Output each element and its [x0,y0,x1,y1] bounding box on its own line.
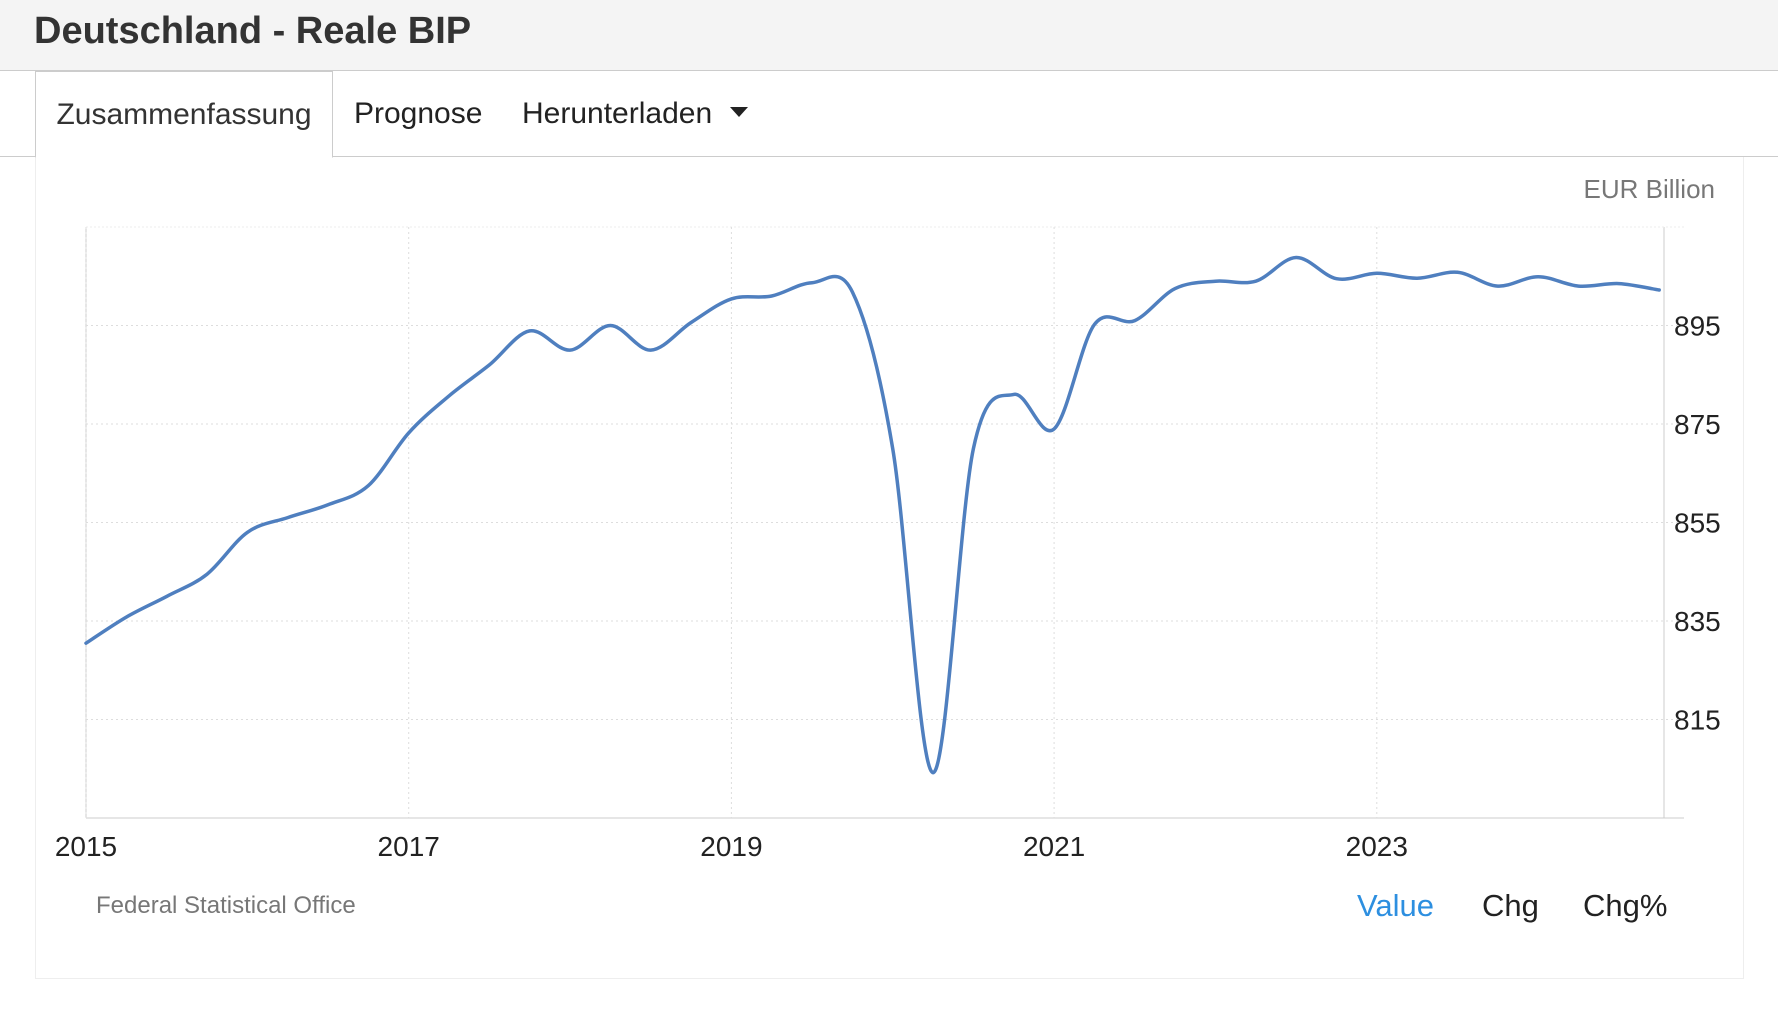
data-point [1333,276,1339,282]
y-tick-label: 835 [1674,606,1721,637]
data-point [1454,269,1460,275]
tab-bar: Zusammenfassung Prognose Herunterladen [0,71,1778,158]
x-tick-label: 2021 [1023,831,1085,862]
y-tick-label: 875 [1674,409,1721,440]
tab-download-label: Herunterladen [522,97,713,130]
data-point [930,770,936,776]
data-point [1253,278,1259,284]
mode-chg-percent-button[interactable]: Chg% [1583,888,1668,923]
data-point [325,502,331,508]
data-point [285,515,291,521]
data-point [728,296,734,302]
data-point [1575,283,1581,289]
data-point [1293,255,1299,261]
x-tick-label: 2019 [700,831,762,862]
data-point [1011,391,1017,397]
data-point [204,571,210,577]
x-tick-label: 2017 [378,831,440,862]
data-point [1616,281,1622,287]
y-tick-label: 815 [1674,705,1721,736]
data-point [1535,274,1541,280]
grid-lines [85,226,1684,819]
tab-summary[interactable]: Zusammenfassung [35,71,333,158]
caret-down-icon [730,107,749,118]
data-point [1091,322,1097,328]
data-point [1172,286,1178,292]
data-point [1656,287,1662,293]
data-point [446,393,452,399]
data-point [970,446,976,452]
data-point [1414,275,1420,281]
data-point [648,347,654,353]
source-label: Federal Statistical Office [96,892,356,919]
unit-label: EUR Billion [1583,174,1716,204]
chart-panel [35,157,1744,979]
data-point [406,430,412,436]
data-point [769,293,775,299]
data-point [83,640,89,646]
tab-divider [0,156,1778,157]
data-point [809,280,815,286]
data-point [527,328,533,334]
mode-value-button[interactable]: Value [1357,888,1434,923]
data-point [849,289,855,295]
data-point [486,362,492,368]
data-point [1495,283,1501,289]
title-bar: Deutschland - Reale BIP [0,0,1778,71]
x-tick-label: 2023 [1346,831,1408,862]
data-point [1212,278,1218,284]
y-tick-label: 895 [1674,311,1721,342]
data-point [688,320,694,326]
data-point [1051,426,1057,432]
tab-forecast[interactable]: Prognose [354,97,483,130]
series-line-gdp [84,255,1661,775]
data-point [365,483,371,489]
data-point [890,446,896,452]
data-point [164,593,170,599]
data-point [607,323,613,329]
data-point [123,614,129,620]
page-title: Deutschland - Reale BIP [34,10,472,52]
tab-download[interactable]: Herunterladen [522,71,749,157]
data-point [567,347,573,353]
axis-ticks: 815 835 855 875 895 2015 2017 2019 2021 2023 [55,311,1721,863]
series-layer [83,255,1662,776]
y-tick-label: 855 [1674,508,1721,539]
x-tick-label: 2015 [55,831,117,862]
mode-chg-button[interactable]: Chg [1482,888,1539,923]
data-point [1132,318,1138,324]
data-point [244,529,250,535]
data-point [1374,270,1380,276]
